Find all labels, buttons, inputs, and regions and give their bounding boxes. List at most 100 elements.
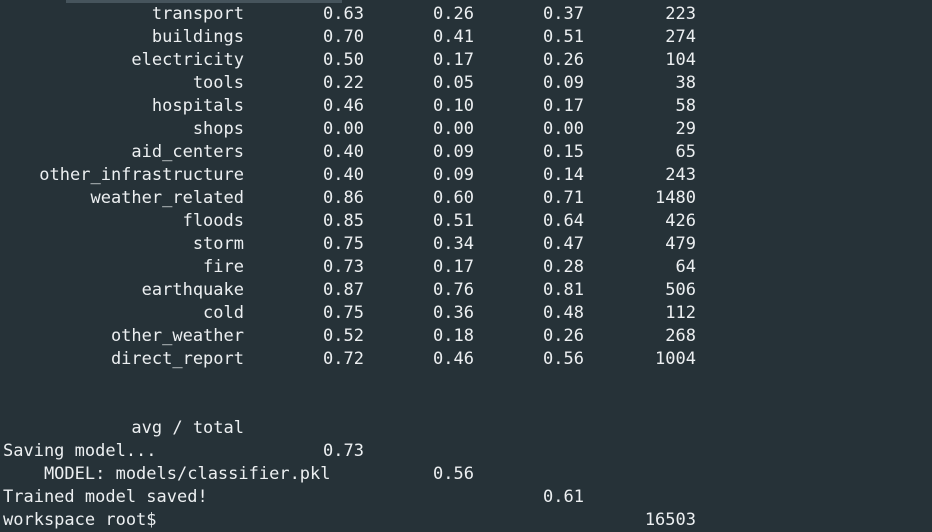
row-recall: 0.34: [433, 234, 474, 254]
row-recall: 0.17: [433, 50, 474, 70]
row-recall: 0.00: [433, 119, 474, 139]
row-precision: 0.70: [323, 27, 364, 47]
row-recall: 0.09: [433, 142, 474, 162]
row-recall: 0.09: [433, 165, 474, 185]
total-label: avg / total: [131, 418, 244, 438]
row-precision: 0.87: [323, 280, 364, 300]
row-f1: 0.81: [543, 280, 584, 300]
row-f1: 0.48: [543, 303, 584, 323]
report-row: shops 0.00 0.00 0.00 29: [0, 118, 932, 141]
report-row: aid_centers 0.40 0.09 0.15 65: [0, 141, 932, 164]
row-label: fire: [203, 257, 244, 277]
row-recall: 0.60: [433, 188, 474, 208]
row-support: 104: [665, 50, 696, 70]
row-recall: 0.41: [433, 27, 474, 47]
row-recall: 0.46: [433, 349, 474, 369]
report-row: buildings 0.70 0.41 0.51 274: [0, 26, 932, 49]
row-recall: 0.10: [433, 96, 474, 116]
row-precision: 0.22: [323, 73, 364, 93]
row-label: hospitals: [151, 96, 244, 116]
row-precision: 0.63: [323, 4, 364, 24]
report-row: storm 0.75 0.34 0.47 479: [0, 233, 932, 256]
row-f1: 0.56: [543, 349, 584, 369]
report-row: transport 0.63 0.26 0.37 223: [0, 3, 932, 26]
row-recall: 0.05: [433, 73, 474, 93]
row-label: shops: [192, 119, 244, 139]
report-row: tools 0.22 0.05 0.09 38: [0, 72, 932, 95]
row-label: floods: [182, 211, 244, 231]
row-precision: 0.75: [323, 234, 364, 254]
row-recall: 0.18: [433, 326, 474, 346]
row-f1: 0.64: [543, 211, 584, 231]
total-precision: 0.73: [323, 441, 364, 461]
row-f1: 0.47: [543, 234, 584, 254]
row-f1: 0.15: [543, 142, 584, 162]
row-precision: 0.86: [323, 188, 364, 208]
row-label: other_infrastructure: [39, 165, 244, 185]
row-f1: 0.51: [543, 27, 584, 47]
report-row: other_weather 0.52 0.18 0.26 268: [0, 325, 932, 348]
row-label: transport: [151, 4, 244, 24]
row-precision: 0.40: [323, 142, 364, 162]
row-label: tools: [192, 73, 244, 93]
row-recall: 0.17: [433, 257, 474, 277]
row-f1: 0.17: [543, 96, 584, 116]
row-precision: 0.73: [323, 257, 364, 277]
row-support: 112: [665, 303, 696, 323]
row-precision: 0.72: [323, 349, 364, 369]
row-recall: 0.26: [433, 4, 474, 24]
report-row: floods 0.85 0.51 0.64 426: [0, 210, 932, 233]
total-f1: 0.61: [543, 487, 584, 507]
horizontal-scrollbar-thumb[interactable]: [66, 0, 342, 3]
row-label: earthquake: [141, 280, 244, 300]
row-recall: 0.76: [433, 280, 474, 300]
row-support: 506: [665, 280, 696, 300]
row-support: 268: [665, 326, 696, 346]
log-saving-line: Saving model...: [3, 441, 157, 461]
row-support: 58: [675, 96, 696, 116]
row-label: direct_report: [110, 349, 244, 369]
row-label: storm: [192, 234, 244, 254]
log-saved-line: Trained model saved!: [3, 487, 208, 507]
row-support: 426: [665, 211, 696, 231]
row-precision: 0.52: [323, 326, 364, 346]
row-precision: 0.85: [323, 211, 364, 231]
row-label: electricity: [131, 50, 244, 70]
row-support: 65: [675, 142, 696, 162]
row-support: 1480: [655, 188, 696, 208]
row-label: cold: [203, 303, 244, 323]
row-support: 64: [675, 257, 696, 277]
row-label: buildings: [151, 27, 244, 47]
total-recall: 0.56: [433, 464, 474, 484]
report-row: fire 0.73 0.17 0.28 64: [0, 256, 932, 279]
row-f1: 0.71: [543, 188, 584, 208]
row-f1: 0.26: [543, 50, 584, 70]
row-f1: 0.26: [543, 326, 584, 346]
row-support: 243: [665, 165, 696, 185]
row-support: 1004: [655, 349, 696, 369]
report-row: weather_related 0.86 0.60 0.71 1480: [0, 187, 932, 210]
row-support: 38: [675, 73, 696, 93]
report-row: electricity 0.50 0.17 0.26 104: [0, 49, 932, 72]
row-precision: 0.40: [323, 165, 364, 185]
row-label: aid_centers: [131, 142, 244, 162]
row-label: other_weather: [110, 326, 244, 346]
row-precision: 0.50: [323, 50, 364, 70]
row-f1: 0.00: [543, 119, 584, 139]
row-f1: 0.09: [543, 73, 584, 93]
row-recall: 0.51: [433, 211, 474, 231]
report-row: other_infrastructure 0.40 0.09 0.14 243: [0, 164, 932, 187]
row-support: 274: [665, 27, 696, 47]
row-precision: 0.75: [323, 303, 364, 323]
report-row: hospitals 0.46 0.10 0.17 58: [0, 95, 932, 118]
row-f1: 0.14: [543, 165, 584, 185]
row-recall: 0.36: [433, 303, 474, 323]
row-label: weather_related: [90, 188, 244, 208]
row-support: 479: [665, 234, 696, 254]
row-support: 223: [665, 4, 696, 24]
total-support: 16503: [644, 510, 696, 530]
shell-prompt[interactable]: workspace root$: [3, 510, 157, 530]
log-model-path-line: MODEL: models/classifier.pkl: [3, 464, 331, 484]
row-precision: 0.00: [323, 119, 364, 139]
